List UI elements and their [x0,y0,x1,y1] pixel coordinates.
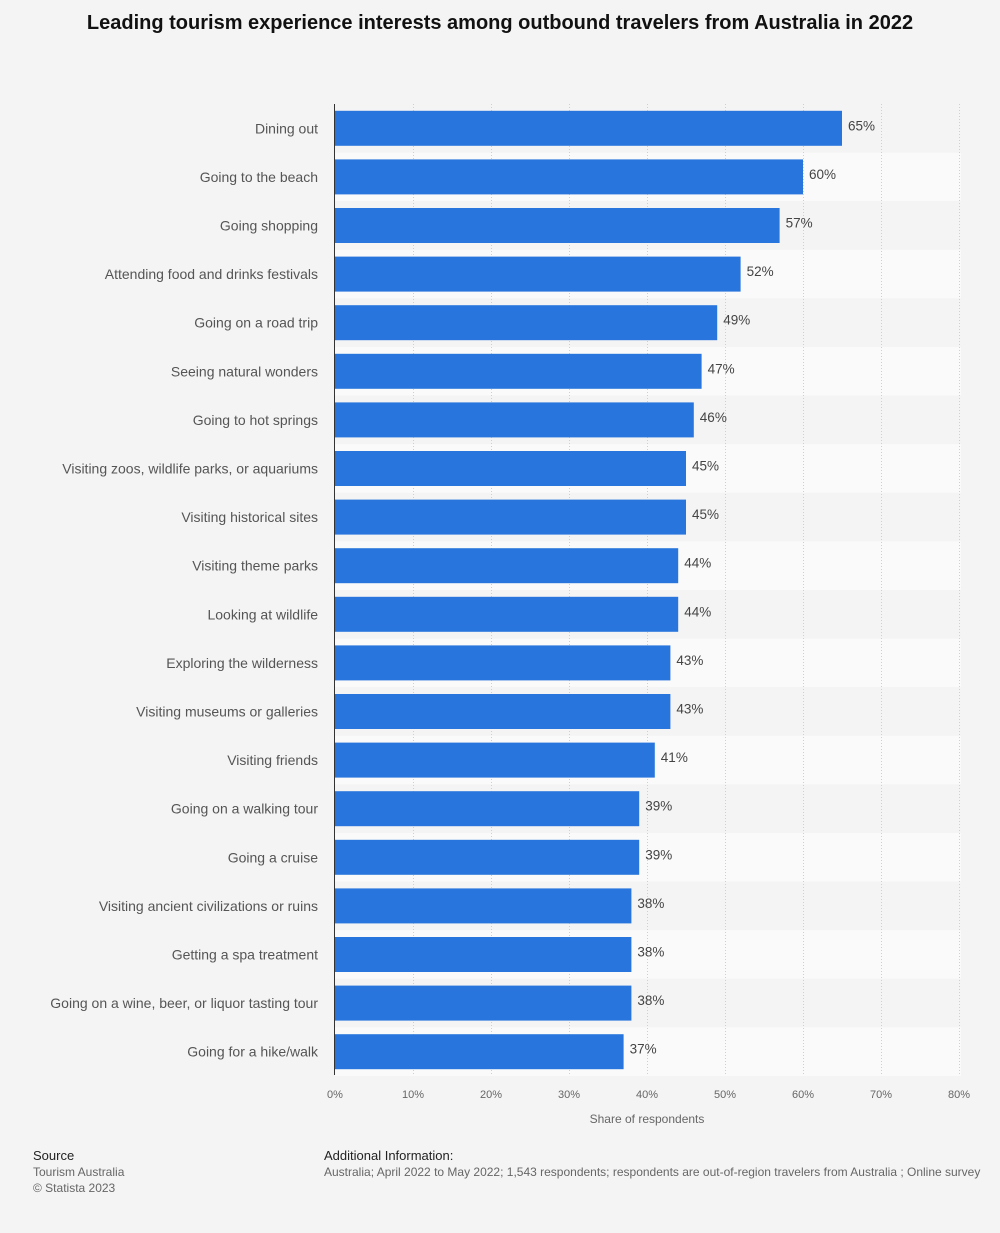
category-label: Going for a hike/walk [187,1044,319,1060]
bar[interactable] [335,742,655,778]
bar[interactable] [335,305,718,341]
category-label: Going on a wine, beer, or liquor tasting… [50,995,318,1011]
bar[interactable] [335,839,640,875]
value-label: 38% [637,896,664,911]
bar[interactable] [335,694,671,729]
value-label: 38% [637,993,664,1008]
value-label: 45% [692,507,719,522]
category-label: Going on a road trip [194,315,318,331]
x-tick-label: 60% [792,1089,814,1101]
category-label: Going shopping [220,218,318,234]
value-label: 52% [747,264,774,279]
bar[interactable] [335,596,679,632]
category-label: Going to the beach [200,169,318,185]
additional-info-heading: Additional Information: [324,1148,454,1163]
x-axis-title: Share of respondents [590,1112,705,1126]
x-tick-label: 80% [948,1089,970,1101]
value-label: 44% [684,604,711,619]
category-label: Going to hot springs [193,412,318,428]
x-tick-label: 0% [327,1089,343,1101]
value-label: 60% [809,167,836,182]
category-label: Visiting museums or galleries [136,704,318,720]
category-label: Going a cruise [228,849,318,865]
value-label: 43% [676,653,703,668]
value-label: 39% [645,847,672,862]
bar[interactable] [335,645,671,681]
value-label: 43% [676,702,703,717]
value-label: 38% [637,945,664,960]
category-label: Visiting friends [227,752,318,768]
additional-info-block: Additional Information: Australia; April… [324,1148,1000,1180]
source-name[interactable]: Tourism Australia [33,1165,125,1179]
bar[interactable] [335,451,686,486]
value-label: 65% [848,118,875,133]
category-label: Attending food and drinks festivals [105,266,318,282]
category-label: Exploring the wilderness [166,655,318,671]
copyright: © Statista 2023 [33,1181,116,1195]
bar[interactable] [335,402,694,438]
x-tick-label: 10% [402,1089,424,1101]
category-label: Getting a spa treatment [172,947,318,963]
chart-title: Leading tourism experience interests amo… [86,12,914,34]
additional-info-text: Australia; April 2022 to May 2022; 1,543… [324,1165,981,1179]
x-tick-label: 30% [558,1089,580,1101]
bar[interactable] [335,208,780,243]
x-axis-ticks: 0% 10% 20% 30% 40% 50% 60% 70% 80% [327,1089,970,1101]
bar[interactable] [335,159,803,195]
value-label: 41% [661,750,688,765]
bar[interactable] [335,985,632,1021]
value-label: 39% [645,799,672,814]
bar[interactable] [335,791,640,827]
category-label: Visiting historical sites [181,509,318,525]
value-label: 46% [700,410,727,425]
category-label: Visiting ancient civilizations or ruins [99,898,318,914]
x-tick-label: 50% [714,1089,736,1101]
bar[interactable] [335,1034,624,1070]
value-label: 44% [684,556,711,571]
category-label: Visiting theme parks [192,558,318,574]
x-tick-label: 40% [636,1089,658,1101]
bar[interactable] [335,353,702,389]
value-label: 57% [786,216,813,231]
x-tick-label: 20% [480,1089,502,1101]
category-label: Visiting zoos, wildlife parks, or aquari… [62,461,318,477]
bars: Dining out 65% Going to the beach 60% Going … [50,110,875,1070]
source-heading: Source [33,1148,75,1163]
value-label: 47% [708,361,735,376]
x-tick-label: 70% [870,1089,892,1101]
value-label: 49% [723,313,750,328]
category-label: Looking at wildlife [207,606,318,622]
bar[interactable] [335,937,632,972]
bar[interactable] [335,110,842,146]
bar[interactable] [335,888,632,924]
category-label: Seeing natural wonders [171,363,318,379]
bar[interactable] [335,548,679,584]
bar[interactable] [335,499,686,535]
category-label: Dining out [255,120,318,136]
value-label: 37% [630,1042,657,1057]
bar-chart: Dining out 65% Going to the beach 60% Going … [50,104,970,1126]
category-label: Going on a walking tour [171,801,318,817]
bar[interactable] [335,256,741,292]
value-label: 45% [692,459,719,474]
source-block: Source Tourism Australia © Statista 2023 [33,1148,124,1196]
